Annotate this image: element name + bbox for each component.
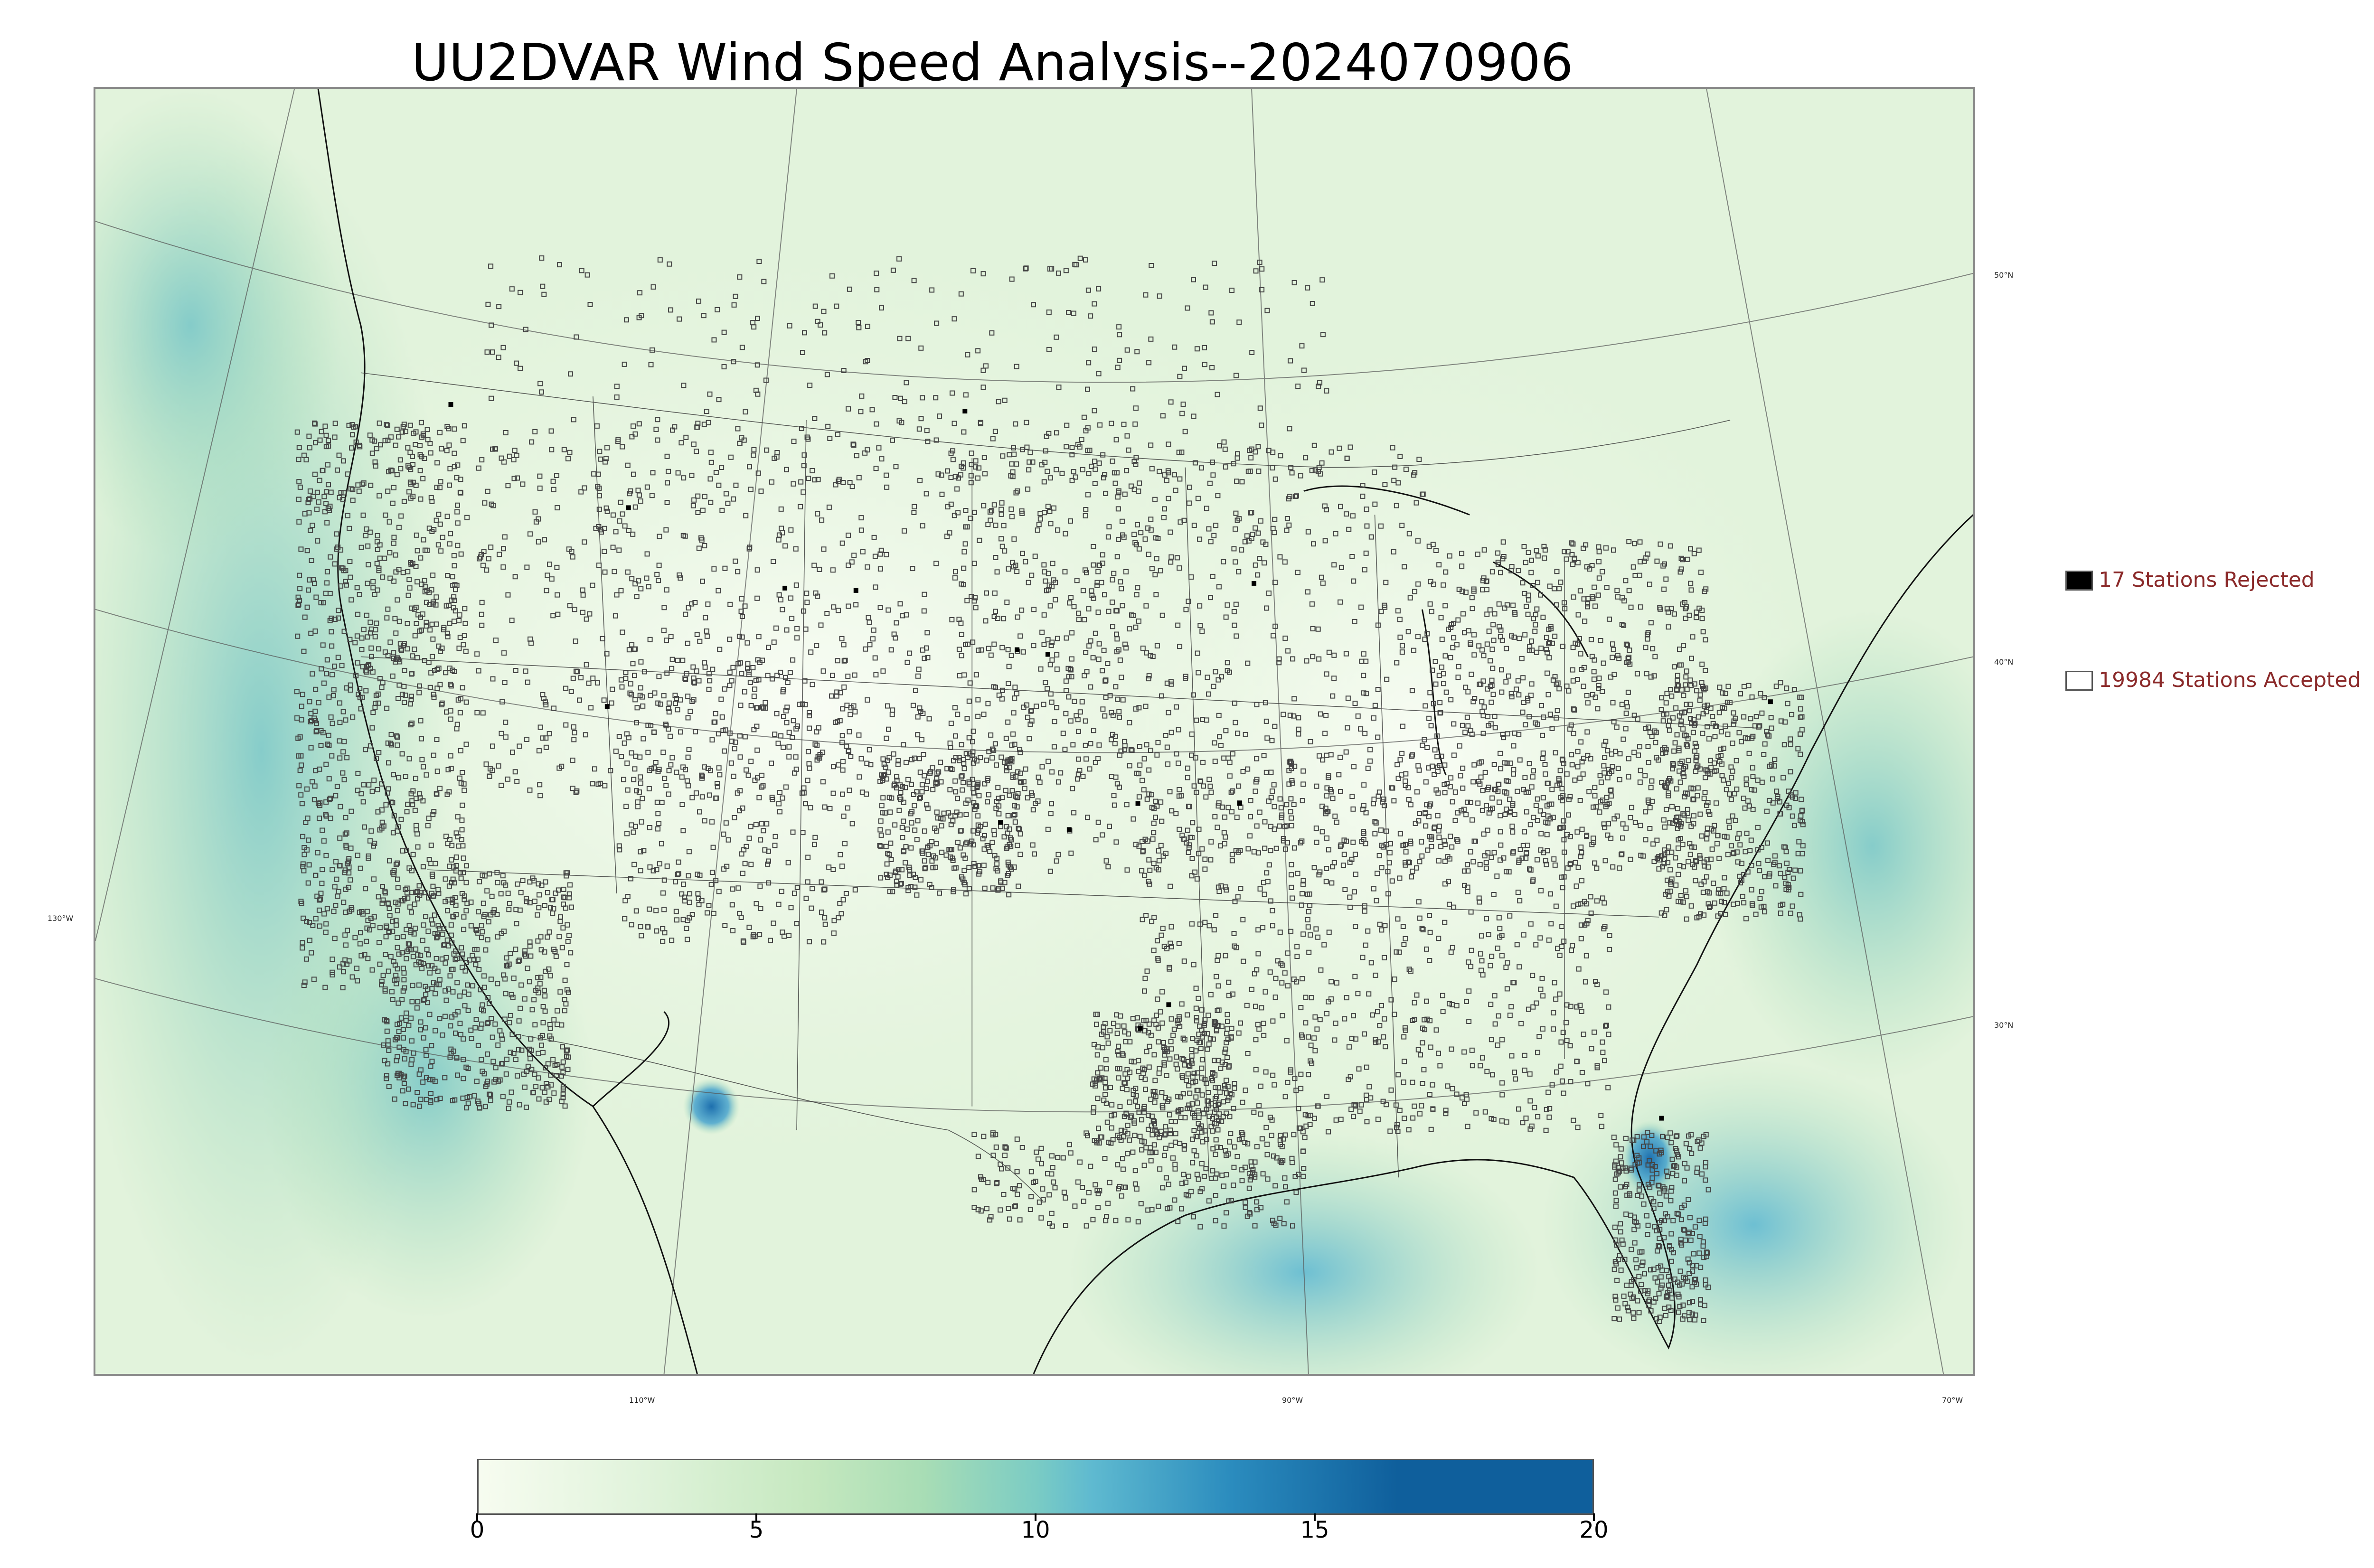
colorbar-gradient <box>479 1460 1592 1513</box>
lat-label-40n: 40°N <box>1994 657 2014 667</box>
colorbar-tick-label: 0 <box>470 1517 485 1543</box>
colorbar-tick-label: 5 <box>749 1517 764 1543</box>
station-legend: 17 Stations Rejected 19984 Stations Acce… <box>2065 555 2374 698</box>
lon-label-110w: 110°W <box>629 1396 655 1405</box>
accepted-swatch <box>2065 671 2093 691</box>
lon-label-70w: 70°W <box>1942 1396 1963 1405</box>
colorbar-tick-label: 20 <box>1579 1517 1609 1543</box>
lon-label-90w: 90°W <box>1282 1396 1303 1405</box>
wind-speed-map[interactable] <box>94 87 1975 1376</box>
graticule <box>95 89 1973 1374</box>
colorbar-tick <box>476 1513 478 1521</box>
map-canvas <box>95 89 1973 1374</box>
colorbar-tick-label: 15 <box>1300 1517 1329 1543</box>
map-title: UU2DVAR Wind Speed Analysis--2024070906 <box>411 33 1573 93</box>
colorbar-tick <box>755 1513 757 1521</box>
legend-rejected-label: 17 Stations Rejected <box>2099 568 2315 592</box>
colorbar-tick <box>1593 1513 1595 1521</box>
colorbar-tick-label: 10 <box>1021 1517 1050 1543</box>
station-markers <box>294 255 1806 1324</box>
legend-accepted-label: 19984 Stations Accepted <box>2099 668 2361 692</box>
lon-label-130w: 130°W <box>47 914 74 923</box>
lat-label-30n: 30°N <box>1994 1021 2014 1030</box>
colorbar-tick <box>1035 1513 1036 1521</box>
rejected-station-markers <box>448 402 1773 1121</box>
wind-speed-colorbar <box>477 1459 1594 1515</box>
colorbar-tick <box>1314 1513 1316 1521</box>
rejected-swatch <box>2065 571 2093 591</box>
lat-label-50n: 50°N <box>1994 271 2014 280</box>
